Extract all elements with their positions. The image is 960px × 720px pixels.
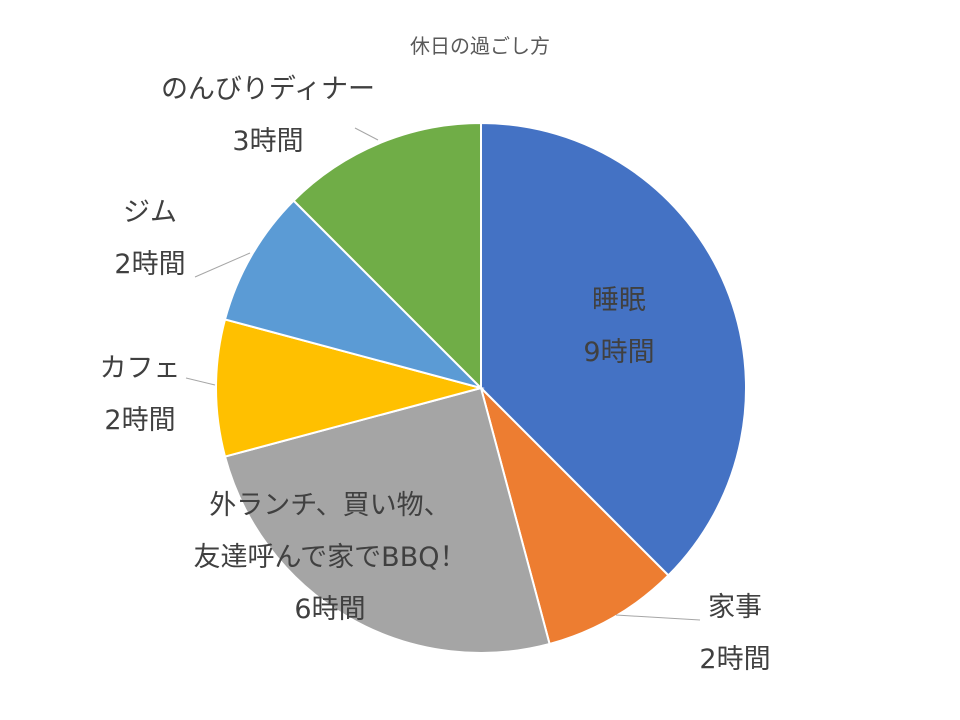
category-label: ジム — [123, 197, 177, 228]
leader-line — [194, 252, 251, 278]
value-label: 2時間 — [104, 405, 176, 436]
slice-label: 家事 2時間 — [699, 582, 770, 686]
value-label: 9時間 — [583, 337, 655, 368]
category-label: カフェ — [99, 353, 181, 384]
pie-slice — [215, 318, 485, 458]
slice-label: カフェ 2時間 — [100, 343, 181, 447]
category-label: 外ランチ、買い物、 友達呼んで家でBBQ！ — [193, 490, 467, 573]
leader-line — [615, 614, 701, 621]
value-label: 3時間 — [232, 126, 304, 157]
leader-line — [185, 377, 216, 386]
pie-slice — [223, 199, 485, 390]
pie-slice — [223, 386, 551, 654]
slice-label: 睡眠 9時間 — [583, 275, 654, 379]
category-label: のんびりディナー — [160, 74, 376, 105]
pie-slice — [292, 121, 482, 391]
value-label: 6時間 — [294, 594, 366, 625]
slice-label: のんびりディナー 3時間 — [161, 64, 375, 168]
value-label: 2時間 — [114, 249, 186, 280]
value-label: 2時間 — [699, 644, 771, 675]
category-label: 家事 — [708, 592, 762, 623]
slice-label: 外ランチ、買い物、 友達呼んで家でBBQ！ 6時間 — [194, 480, 467, 636]
pie-slice — [479, 384, 670, 646]
pie-slice — [480, 121, 747, 577]
category-label: 睡眠 — [592, 285, 646, 316]
leader-line — [354, 127, 379, 141]
slice-label: ジム 2時間 — [114, 187, 185, 291]
chart-title: 休日の過ごし方 — [410, 34, 550, 58]
